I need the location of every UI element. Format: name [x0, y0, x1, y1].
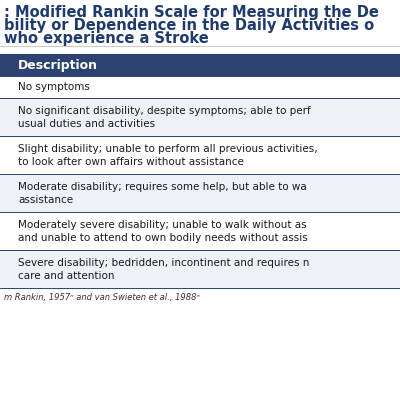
Text: No significant disability, despite symptoms; able to perf: No significant disability, despite sympt… — [18, 106, 311, 116]
Text: Description: Description — [18, 58, 98, 72]
Bar — [0, 250, 400, 288]
Text: who experience a Stroke: who experience a Stroke — [4, 31, 209, 46]
Text: : Modified Rankin Scale for Measuring the De: : Modified Rankin Scale for Measuring th… — [4, 5, 379, 20]
Bar — [0, 174, 400, 212]
Text: Moderate disability; requires some help, but able to wa: Moderate disability; requires some help,… — [18, 182, 307, 192]
Text: care and attention: care and attention — [18, 271, 114, 281]
Bar — [0, 76, 400, 98]
Text: usual duties and activities: usual duties and activities — [18, 119, 155, 129]
Text: Moderately severe disability; unable to walk without as: Moderately severe disability; unable to … — [18, 220, 307, 230]
Text: to look after own affairs without assistance: to look after own affairs without assist… — [18, 157, 244, 167]
Bar — [0, 212, 400, 250]
Bar — [0, 136, 400, 174]
Bar — [0, 54, 400, 76]
Bar — [0, 98, 400, 136]
Text: No symptoms: No symptoms — [18, 82, 90, 92]
Text: Severe disability; bedridden, incontinent and requires n: Severe disability; bedridden, incontinen… — [18, 258, 309, 268]
Text: bility or Dependence in the Daily Activities o: bility or Dependence in the Daily Activi… — [4, 18, 374, 33]
Text: and unable to attend to own bodily needs without assis: and unable to attend to own bodily needs… — [18, 233, 308, 243]
Text: m Rankin, 1957ⁿ and van Swieten et al., 1988ⁿ: m Rankin, 1957ⁿ and van Swieten et al., … — [4, 293, 200, 302]
Text: Slight disability; unable to perform all previous activities,: Slight disability; unable to perform all… — [18, 144, 318, 154]
Text: assistance: assistance — [18, 195, 73, 205]
